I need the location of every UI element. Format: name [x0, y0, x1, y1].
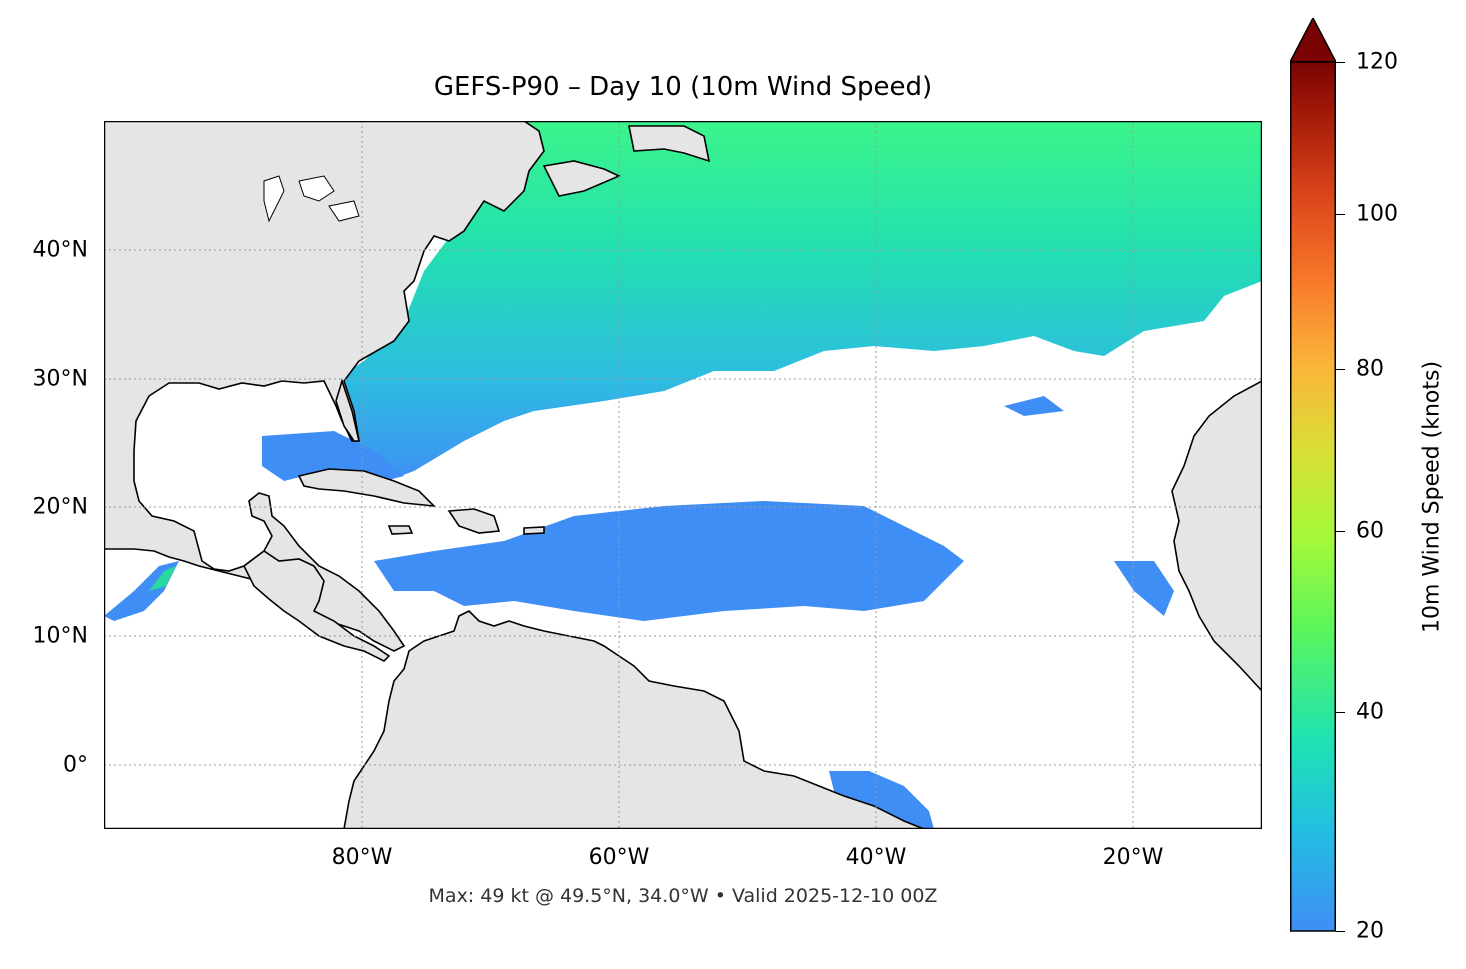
land-newfoundland [628, 125, 711, 163]
wind-field-pacific-core [149, 566, 176, 591]
land-florida [335, 378, 361, 442]
colorbar-tick-120: 120 [1356, 49, 1398, 75]
wind-field-east-atlantic [1004, 396, 1064, 416]
x-tick-40w: 40°W [845, 845, 907, 870]
great-lakes [263, 175, 360, 223]
wind-field-caribbean [374, 501, 964, 621]
map-svg [104, 121, 1262, 829]
colorbar-tick-80: 80 [1356, 356, 1384, 382]
footer-caption: Max: 49 kt @ 49.5°N, 34.0°W • Valid 2025… [428, 885, 938, 907]
x-tick-80w: 80°W [331, 845, 393, 870]
wind-field-north-atlantic [334, 121, 1262, 486]
colorbar-tick-20: 20 [1356, 918, 1384, 944]
land-south-america [343, 610, 925, 829]
colorbar [1288, 16, 1338, 932]
x-tick-20w: 20°W [1102, 845, 1164, 870]
chart-title: GEFS-P90 – Day 10 (10m Wind Speed) [433, 72, 933, 102]
y-tick-20n: 20°N [32, 494, 88, 520]
wind-field-african-coast [1114, 561, 1174, 616]
colorbar-label: 10m Wind Speed (knots) [1419, 360, 1445, 634]
land-jamaica [387, 525, 414, 535]
land-cuba [297, 468, 437, 508]
colorbar-gradient [1290, 61, 1336, 932]
y-tick-10n: 10°N [32, 623, 88, 649]
colorbar-tick-100: 100 [1356, 201, 1398, 227]
wind-field-equatorial [829, 771, 934, 829]
map-border [104, 121, 1262, 829]
y-tick-40n: 40°N [32, 237, 88, 263]
land-central-america [242, 550, 391, 662]
y-tick-0: 0° [63, 752, 88, 778]
land-puerto-rico [523, 526, 545, 535]
colorbar-tick-60: 60 [1356, 518, 1384, 544]
colorbar-tick-40: 40 [1356, 699, 1384, 725]
map-panel [104, 121, 1262, 829]
y-tick-30n: 30°N [32, 366, 88, 392]
gridlines [104, 121, 1262, 829]
colorbar-extend-arrow [1288, 16, 1338, 63]
land-africa [1171, 380, 1262, 693]
land-hispaniola [447, 508, 501, 534]
x-tick-60w: 60°W [588, 845, 650, 870]
